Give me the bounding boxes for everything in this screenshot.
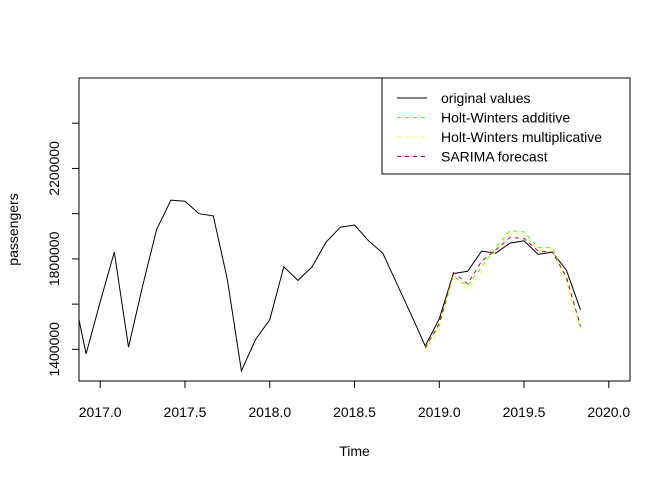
legend-label-3: SARIMA forecast [441,149,548,165]
legend: original values Holt-Winters additive Holt… [381,77,631,175]
series-line-2 [424,232,581,353]
series-line-1 [424,230,581,348]
legend-label-1: Holt-Winters additive [441,110,570,126]
x-tick-label: 2019.5 [503,404,546,420]
x-tick-label: 2020.0 [587,404,630,420]
x-tick-label: 2017.0 [79,404,122,420]
x-tick-label: 2017.5 [164,404,207,420]
legend-label-2: Holt-Winters multiplicative [441,129,602,145]
x-tick-label: 2019.0 [418,404,461,420]
y-tick-label: 1800000 [46,231,62,286]
y-axis: 1400000 1800000 2200000 [46,122,80,377]
x-tick-label: 2018.0 [248,404,291,420]
y-axis-label: passengers [5,193,21,265]
series-line-0 [79,199,581,373]
series-line-3 [424,236,581,349]
x-axis: 2017.0 2017.5 2018.0 2018.5 2019.0 2019.5 2020… [79,380,630,420]
x-tick-label: 2018.5 [333,404,376,420]
x-axis-label: Time [339,443,370,459]
y-tick-label: 2200000 [46,141,62,196]
legend-box [381,77,631,175]
series-layer [79,199,581,373]
y-tick-label: 1400000 [46,322,62,377]
legend-label-0: original values [441,90,531,106]
series-lines [79,199,581,373]
